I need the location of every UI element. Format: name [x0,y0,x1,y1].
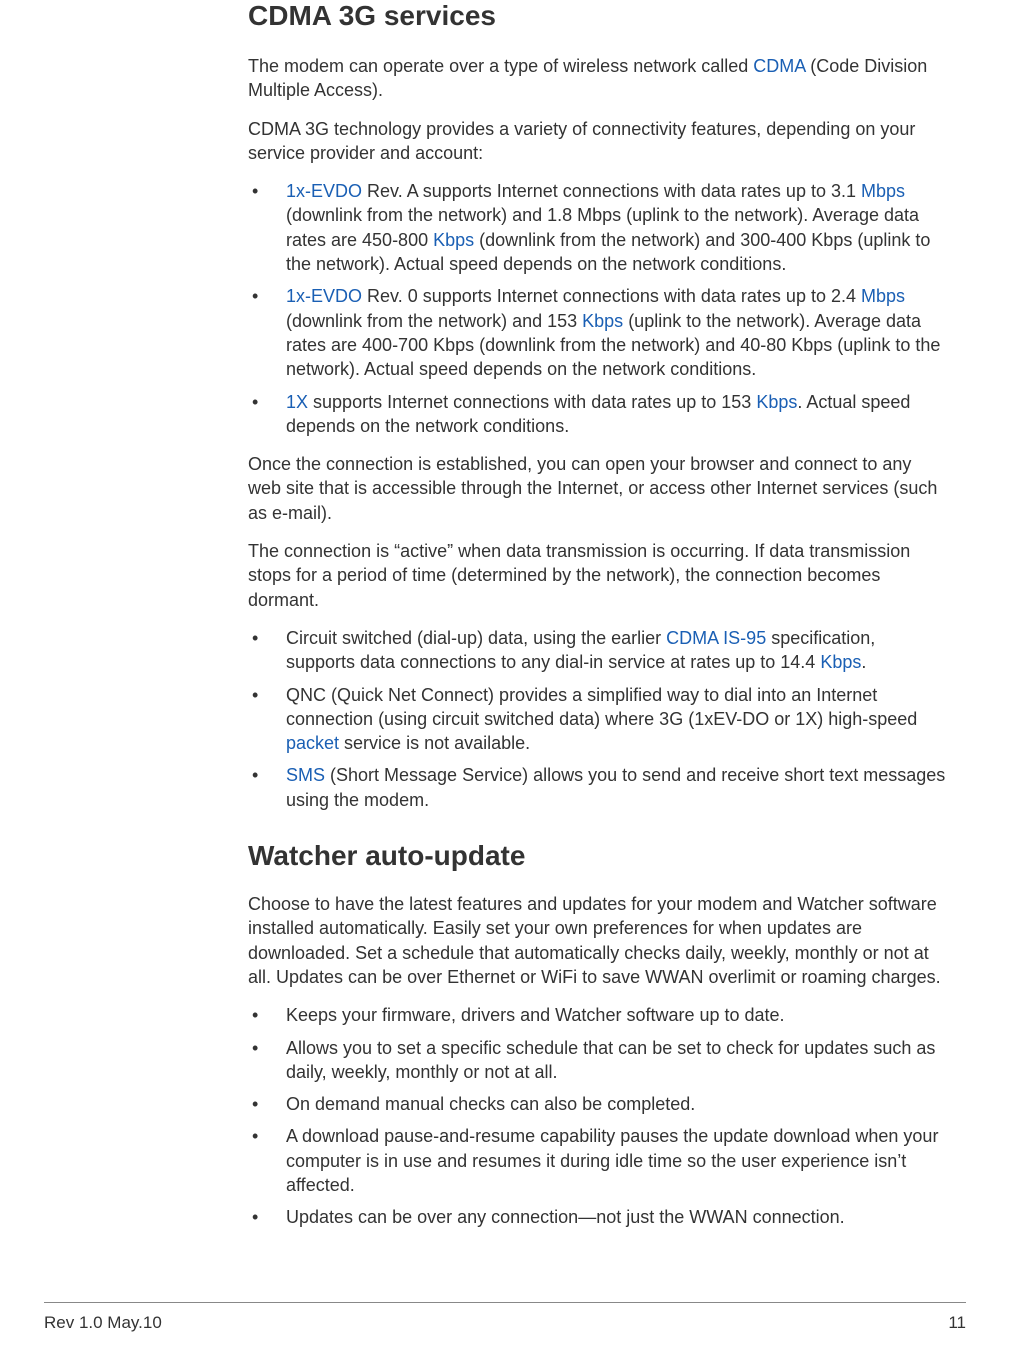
link-1x-evdo[interactable]: 1x-EVDO [286,181,362,201]
link-mbps[interactable]: Mbps [861,181,905,201]
text-run: . [861,652,866,672]
footer-revision: Rev 1.0 May.10 [44,1313,162,1333]
para-cdma-features: CDMA 3G technology provides a variety of… [248,117,946,166]
list-cdma-modes: 1x-EVDO Rev. A supports Internet connect… [248,179,946,438]
link-kbps[interactable]: Kbps [433,230,474,250]
list-item: A download pause-and-resume capability p… [248,1124,946,1197]
list-item: 1x-EVDO Rev. A supports Internet connect… [248,179,946,276]
link-cdma[interactable]: CDMA [753,56,805,76]
list-item: SMS (Short Message Service) allows you t… [248,763,946,812]
link-mbps[interactable]: Mbps [861,286,905,306]
text-run: Rev. A supports Internet connections wit… [362,181,861,201]
list-item: Keeps your firmware, drivers and Watcher… [248,1003,946,1027]
list-item: 1X supports Internet connections with da… [248,390,946,439]
footer-page-number: 11 [948,1313,966,1333]
list-watcher-features: Keeps your firmware, drivers and Watcher… [248,1003,946,1229]
text-run: Circuit switched (dial-up) data, using t… [286,628,666,648]
list-additional-services: Circuit switched (dial-up) data, using t… [248,626,946,812]
text-run: QNC (Quick Net Connect) provides a simpl… [286,685,917,729]
para-connection-established: Once the connection is established, you … [248,452,946,525]
link-1x[interactable]: 1X [286,392,308,412]
para-intro-cdma: The modem can operate over a type of wir… [248,54,946,103]
link-sms[interactable]: SMS [286,765,325,785]
list-item: Updates can be over any connection—not j… [248,1205,946,1229]
link-1x-evdo[interactable]: 1x-EVDO [286,286,362,306]
list-item: Allows you to set a specific schedule th… [248,1036,946,1085]
para-watcher-intro: Choose to have the latest features and u… [248,892,946,989]
heading-watcher-auto-update: Watcher auto-update [248,840,946,872]
para-connection-active: The connection is “active” when data tra… [248,539,946,612]
text-run: (Short Message Service) allows you to se… [286,765,945,809]
link-kbps[interactable]: Kbps [582,311,623,331]
text-run: The modem can operate over a type of wir… [248,56,753,76]
text-run: (downlink from the network) and 153 [286,311,582,331]
text-run: service is not available. [339,733,530,753]
page-content: CDMA 3G services The modem can operate o… [248,0,946,1244]
list-item: On demand manual checks can also be comp… [248,1092,946,1116]
link-cdma-is95[interactable]: CDMA IS-95 [666,628,766,648]
list-item: 1x-EVDO Rev. 0 supports Internet connect… [248,284,946,381]
list-item: QNC (Quick Net Connect) provides a simpl… [248,683,946,756]
text-run: supports Internet connections with data … [308,392,756,412]
list-item: Circuit switched (dial-up) data, using t… [248,626,946,675]
page-footer: Rev 1.0 May.10 11 [44,1302,966,1333]
heading-cdma-3g-services: CDMA 3G services [248,0,946,32]
link-kbps[interactable]: Kbps [820,652,861,672]
link-kbps[interactable]: Kbps [756,392,797,412]
text-run: Rev. 0 supports Internet connections wit… [362,286,861,306]
link-packet[interactable]: packet [286,733,339,753]
